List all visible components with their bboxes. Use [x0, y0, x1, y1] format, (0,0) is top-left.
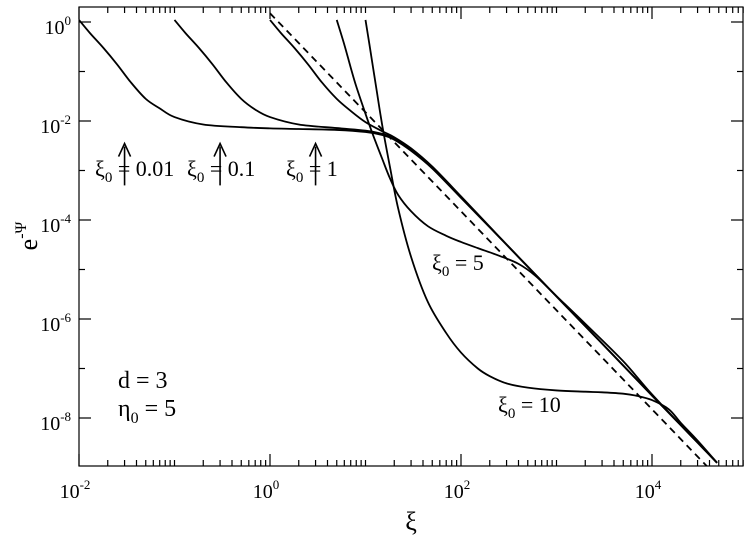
annotation-xi0-label: ξ0 = 5: [432, 250, 484, 280]
annotation-symbol: ξ: [432, 250, 442, 275]
x-tick-label-exponent: -2: [80, 477, 91, 492]
parameter-label: d = 3: [118, 368, 168, 394]
x-tick-label-exponent: 0: [273, 477, 280, 492]
x-tick-label-exponent: 4: [655, 477, 662, 492]
annotation-xi0-label: ξ0 = 0.1: [187, 156, 255, 186]
y-tick-label-exponent: 0: [65, 13, 72, 28]
annotation-subscript: 0: [105, 170, 113, 186]
y-tick-label-base: 10: [40, 215, 60, 237]
annotation-subscript: 0: [508, 406, 516, 422]
x-tick-label: 100: [253, 477, 280, 503]
y-tick-label-exponent: -6: [60, 310, 71, 325]
annotation-value: = 0.1: [204, 156, 255, 181]
y-axis-label-superscript: -Ψ: [13, 221, 30, 238]
annotation-xi0-label: ξ0 = 0.01: [95, 156, 174, 186]
dashed-series-line: [269, 12, 708, 466]
y-tick-label: 10-6: [40, 310, 71, 336]
y-tick-label: 10-4: [40, 211, 71, 237]
y-tick-label-base: 10: [40, 314, 60, 336]
annotation-arrow-head: [117, 141, 132, 157]
parameter-symbol: η: [118, 396, 131, 422]
x-tick-label: 10-2: [60, 477, 91, 503]
annotation-symbol: ξ: [498, 392, 508, 417]
annotations-group: ξ0 = 0.01 ξ0 = 0.1 ξ0 = 1ξ0 = 5ξ0 = 10d = …: [95, 141, 561, 427]
annotation-arrow-head: [213, 141, 227, 157]
x-tick-label-exponent: 2: [464, 477, 471, 492]
y-tick-label: 10-2: [40, 112, 71, 138]
y-tick-label-base: 10: [40, 413, 60, 435]
y-axis-label: e-Ψ: [13, 221, 43, 250]
y-tick-label-exponent: -2: [60, 112, 71, 127]
series-line-5: [364, 19, 718, 464]
curves-group: [79, 12, 718, 466]
series-line-3: [269, 19, 718, 464]
parameter-label: η0 = 5: [118, 396, 176, 427]
annotation-arrow-head: [308, 141, 323, 157]
annotation-subscript: 0: [296, 170, 304, 186]
y-tick-label: 100: [45, 13, 72, 39]
annotation-symbol: ξ: [187, 156, 197, 181]
y-tick-label: 10-8: [40, 409, 71, 435]
x-tick-label: 104: [635, 477, 662, 503]
x-tick-label-base: 10: [60, 481, 80, 503]
x-axis-label: ξ: [405, 507, 417, 536]
y-tick-label-base: 10: [45, 17, 65, 39]
ticks-group: [78, 7, 744, 466]
y-tick-label-exponent: -4: [60, 211, 71, 226]
y-axis-label-base: e: [14, 239, 43, 251]
annotation-symbol: ξ: [95, 156, 105, 181]
x-tick-label-base: 10: [253, 481, 273, 503]
annotation-xi0-label: ξ0 = 10: [498, 392, 561, 422]
annotation-value: = 10: [515, 392, 560, 417]
y-tick-label-exponent: -8: [60, 409, 71, 424]
annotation-symbol: ξ: [286, 156, 296, 181]
parameter-subscript: 0: [131, 410, 139, 427]
annotation-subscript: 0: [197, 170, 205, 186]
y-tick-label-base: 10: [40, 116, 60, 138]
annotation-value: = 5: [449, 250, 483, 275]
parameter-symbol: d: [118, 368, 130, 394]
annotation-value: = 0.01: [112, 156, 174, 181]
annotation-xi0-label: ξ0 = 1: [286, 156, 338, 186]
parameter-value: = 3: [130, 368, 168, 394]
x-tick-label-base: 10: [635, 481, 655, 503]
x-tick-label: 102: [444, 477, 471, 503]
annotation-value: = 1: [303, 156, 337, 181]
x-tick-label-base: 10: [444, 481, 464, 503]
series-line-4: [335, 19, 718, 464]
annotation-subscript: 0: [442, 264, 450, 280]
parameter-value: = 5: [139, 396, 177, 422]
